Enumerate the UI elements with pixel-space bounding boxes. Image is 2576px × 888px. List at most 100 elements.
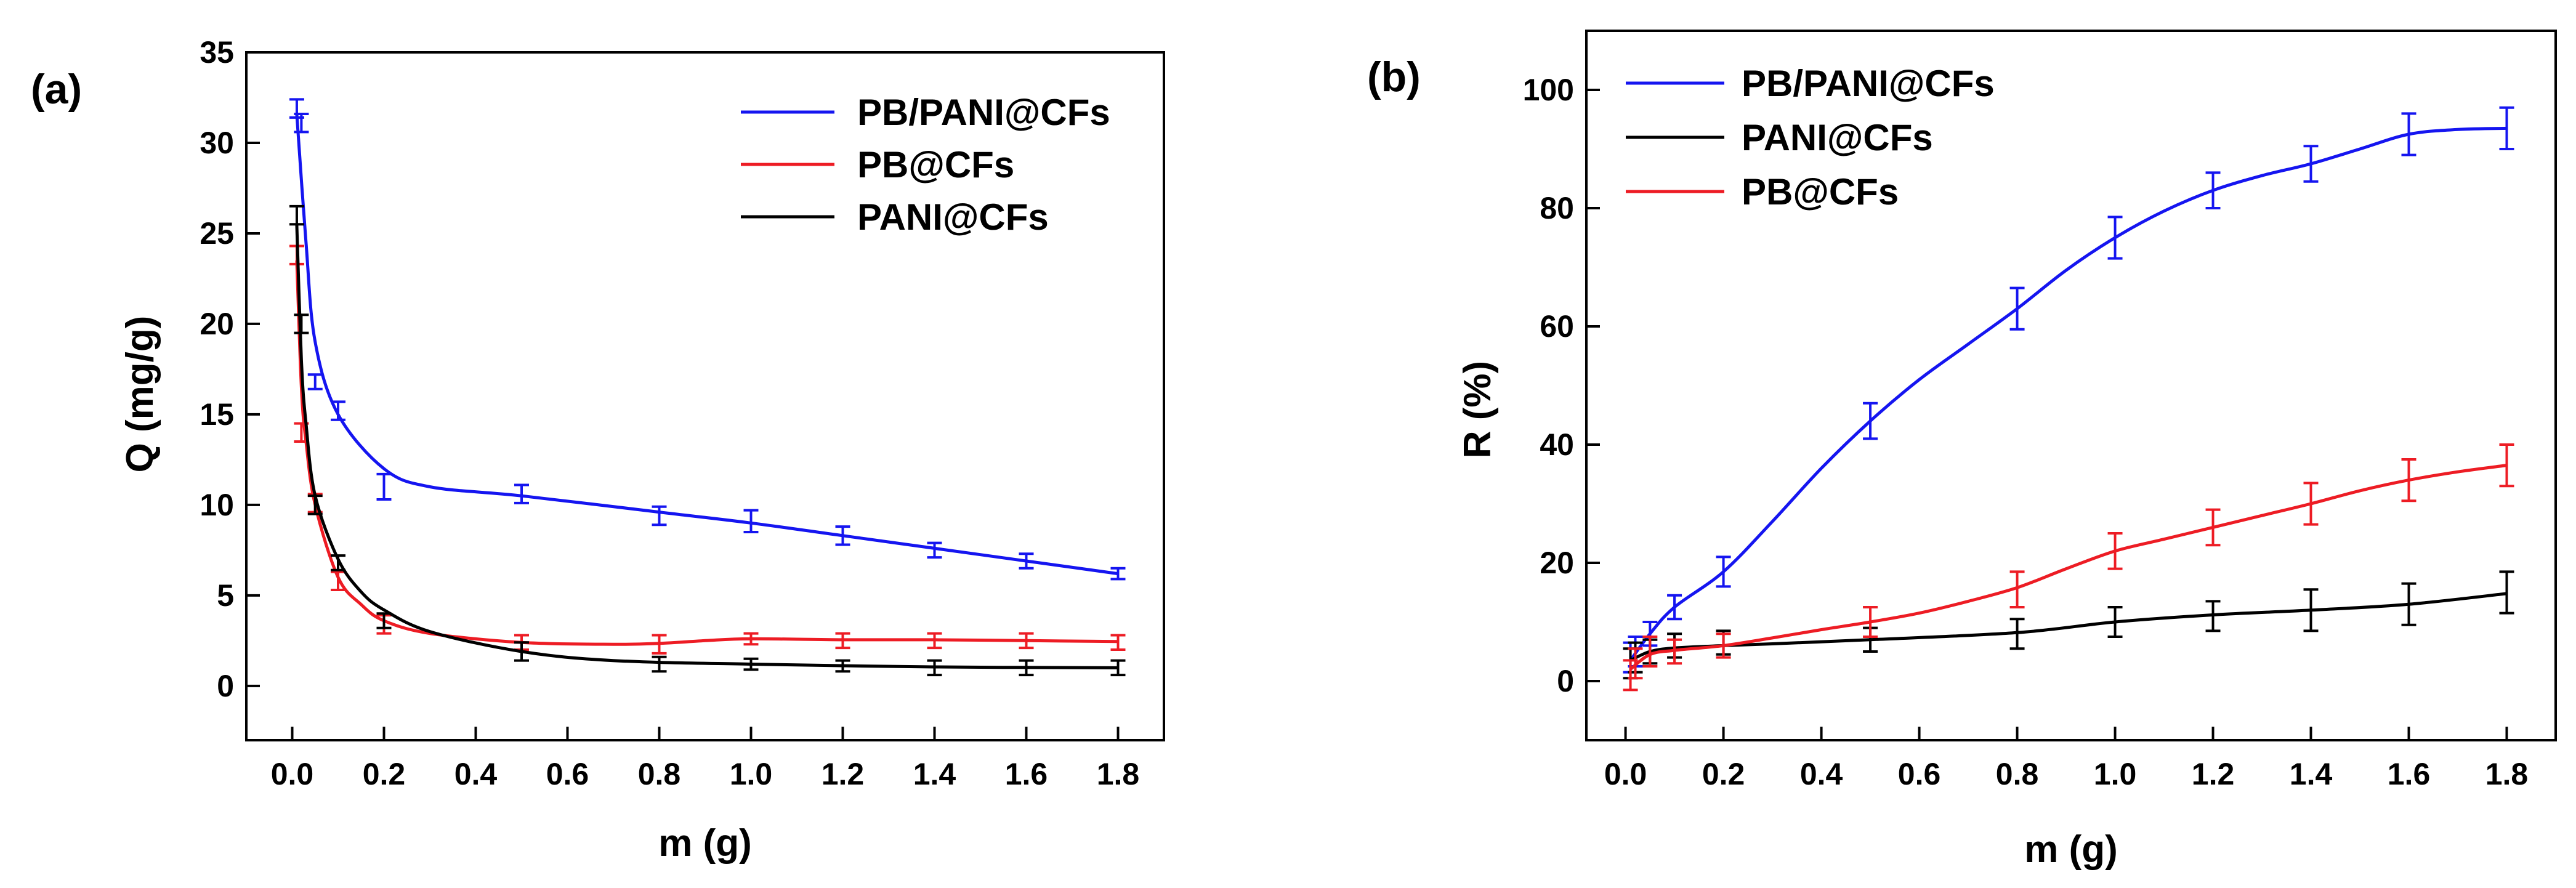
y-tick-label: 20 (200, 307, 234, 341)
error-bar (743, 632, 759, 646)
error-bar (835, 659, 850, 673)
error-bar (294, 112, 309, 134)
y-tick-label: 5 (217, 578, 234, 613)
y-axis-title: R (%) (1456, 361, 1499, 458)
error-bar (2009, 570, 2025, 608)
x-tick-label: 1.0 (730, 757, 773, 791)
error-bar (307, 494, 323, 515)
series-pani-cfs (1623, 570, 2514, 680)
error-bar (376, 612, 392, 629)
y-tick-label: 10 (200, 488, 234, 522)
error-bar (2303, 482, 2319, 526)
y-tick-label: 60 (1540, 309, 1574, 344)
error-bar (1628, 647, 1643, 680)
legend: PB/PANI@CFs PB@CFs PANI@CFs (741, 92, 1110, 238)
error-bar (2205, 508, 2221, 547)
error-bar (1667, 594, 1682, 621)
error-bar (2499, 106, 2514, 150)
error-bar (2401, 458, 2417, 503)
error-bar (927, 632, 942, 650)
series-pani-cfs (289, 204, 1126, 677)
error-bar (1863, 606, 1878, 638)
error-bar (743, 509, 759, 533)
error-bar (2401, 112, 2417, 156)
error-bar (2401, 582, 2417, 626)
error-bar (652, 655, 667, 673)
error-bar (1019, 632, 1034, 650)
error-bar (652, 505, 667, 527)
error-bar (1642, 636, 1658, 668)
legend-label-pani-cfs: PANI@CFs (1742, 117, 1933, 158)
error-bar (927, 659, 942, 677)
error-bar (1110, 634, 1126, 652)
series-pb-cfs (289, 244, 1126, 655)
error-bar (2303, 588, 2319, 632)
y-tick-label: 25 (200, 216, 234, 251)
panel-label: (a) (31, 66, 82, 113)
error-bar (652, 634, 667, 655)
series-line (295, 260, 1118, 646)
legend-label-pb-cfs: PB@CFs (1742, 171, 1899, 212)
legend-label-pani-cfs: PANI@CFs (857, 196, 1049, 238)
x-axis-title: m (g) (658, 822, 752, 865)
x-tick-label: 1.2 (2192, 757, 2235, 791)
error-bar (2303, 145, 2319, 183)
series-line (1629, 126, 2507, 661)
legend-label-pb-cfs: PB@CFs (857, 144, 1014, 185)
y-tick-label: 80 (1540, 191, 1574, 225)
y-tick-label: 100 (1523, 73, 1574, 107)
series-line (1629, 592, 2507, 662)
error-bar (1863, 402, 1878, 440)
error-bar (835, 632, 850, 650)
x-tick-label: 0.8 (638, 757, 681, 791)
x-tick-label: 1.8 (2485, 757, 2529, 791)
error-bar (2499, 443, 2514, 488)
x-tick-label: 0.6 (1898, 757, 1941, 791)
error-bar (2499, 570, 2514, 615)
error-bar (2205, 600, 2221, 632)
error-bar (307, 373, 323, 390)
x-tick-label: 1.2 (822, 757, 865, 791)
error-bar (1716, 555, 1731, 588)
error-bar (1110, 659, 1126, 677)
error-bar (289, 204, 304, 226)
x-tick-label: 1.8 (1097, 757, 1140, 791)
panel-label: (b) (1367, 54, 1421, 100)
x-tick-label: 1.6 (1005, 757, 1048, 791)
error-bar (1019, 659, 1034, 677)
y-tick-label: 0 (1557, 664, 1574, 698)
error-bar (2107, 532, 2123, 570)
error-bar (2009, 286, 2025, 331)
x-axis-title: m (g) (2024, 828, 2118, 871)
plot-frame (245, 51, 1165, 741)
error-bar (743, 657, 759, 671)
error-bar (331, 554, 345, 571)
x-tick-label: 0.2 (363, 757, 406, 791)
legend-label-pb-pani-cfs: PB/PANI@CFs (857, 92, 1110, 133)
x-tick-label: 0.6 (546, 757, 589, 791)
y-tick-label: 40 (1540, 427, 1574, 462)
error-bar (2205, 171, 2221, 209)
legend-label-pb-pani-cfs: PB/PANI@CFs (1742, 63, 1995, 104)
error-bar (331, 570, 345, 592)
series-line (1629, 464, 2507, 671)
plot-frame (1585, 30, 2557, 741)
y-tick-label: 20 (1540, 546, 1574, 580)
x-tick-label: 0.0 (271, 757, 314, 791)
error-bar (1667, 638, 1682, 665)
panel-b: 0.0 0.2 0.4 0.6 0.8 1.0 1.2 1.4 1.6 1.8 0 20 40 60 80 1… (1367, 30, 2557, 871)
series-pb-pani-cfs (289, 98, 1126, 581)
error-bar (835, 525, 850, 546)
series-line (295, 224, 1118, 669)
legend: PB/PANI@CFs PANI@CFs PB@CFs (1626, 63, 1995, 212)
panel-a: 0.0 0.2 0.4 0.6 0.8 1.0 1.2 1.4 1.6 1.8 0 5 10 15 20 25… (31, 35, 1165, 865)
error-bar (927, 541, 942, 559)
x-tick-label: 1.0 (2094, 757, 2137, 791)
x-tick-label: 0.4 (454, 757, 498, 791)
y-tick-label: 30 (200, 126, 234, 160)
y-tick-label: 0 (217, 669, 234, 703)
y-tick-label: 35 (200, 35, 234, 70)
x-tick-label: 0.0 (1604, 757, 1647, 791)
